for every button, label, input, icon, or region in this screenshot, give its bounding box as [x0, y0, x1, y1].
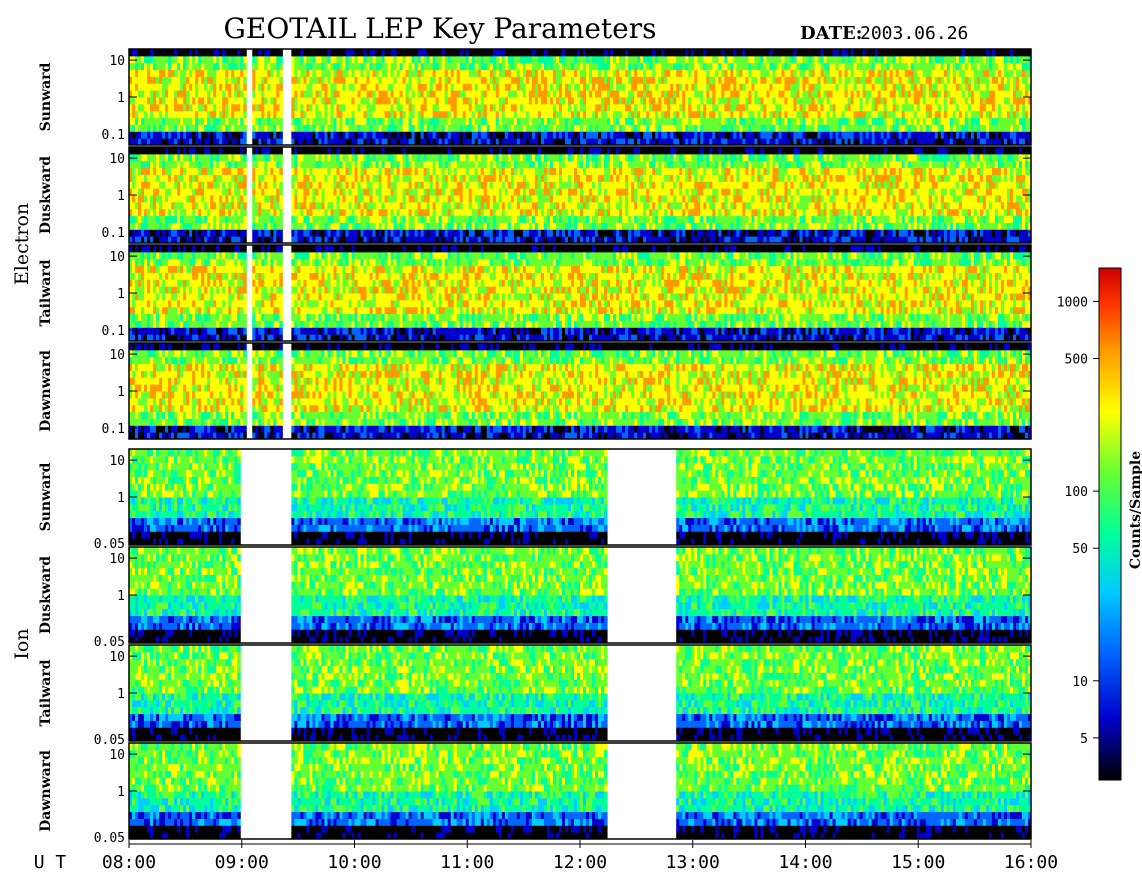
y-tick-label: 1: [117, 491, 125, 506]
panel-label: Duskward: [38, 556, 54, 634]
spectrogram: [129, 147, 1032, 244]
colorbar-tick-label: 100: [1065, 485, 1088, 500]
panel-label: Tailward: [38, 259, 54, 326]
colorbar-tick-label: 50: [1072, 542, 1088, 557]
colorbar-tick-label: 1000: [1057, 295, 1088, 310]
spectrogram: [129, 343, 1032, 440]
spectrogram: [129, 645, 1032, 742]
chart-title: GEOTAIL LEP Key Parameters: [224, 12, 657, 45]
y-tick-label: 1: [117, 687, 125, 702]
date-label: DATE:: [800, 23, 862, 44]
x-tick-label: 12:00: [553, 852, 607, 873]
y-tick-label: 0.05: [94, 733, 125, 748]
colorbar-tick-label: 5: [1080, 732, 1088, 747]
panel-electron-duskward: Duskward 10 1 0.1: [38, 146, 1032, 244]
y-tick-label: 10: [109, 650, 125, 665]
spectrogram: [129, 547, 1032, 644]
spectrogram: [129, 245, 1032, 342]
y-tick-label: 0.05: [94, 635, 125, 650]
colorbar-gradient: [1098, 267, 1122, 781]
group-label-electron: Electron: [11, 203, 33, 285]
x-tick-label: 10:00: [327, 852, 381, 873]
x-tick-label: 11:00: [440, 852, 494, 873]
x-tick-label: 14:00: [778, 852, 832, 873]
y-tick-label: 10: [109, 454, 125, 469]
panel-electron-dawnward: Dawnward 10 1 0.1: [38, 342, 1032, 440]
y-tick-label: 0.1: [102, 324, 125, 339]
panel-electron-tailward: Tailward 10 1 0.1: [38, 244, 1032, 342]
panel-label: Dawnward: [38, 350, 54, 432]
y-tick-label: 0.1: [102, 422, 125, 437]
x-axis-label: U T: [34, 852, 67, 873]
x-tick-label: 16:00: [1004, 852, 1058, 873]
x-tick-label: 15:00: [891, 852, 945, 873]
y-tick-label: 10: [109, 552, 125, 567]
colorbar-tick-label: 500: [1065, 353, 1088, 368]
x-axis: 08:00 09:00 10:00 11:00 12:00 13:00 14:00 15:00…: [102, 840, 1058, 873]
x-tick-label: 09:00: [215, 852, 269, 873]
y-tick-label: 10: [109, 748, 125, 763]
y-tick-label: 1: [117, 189, 125, 204]
panel-label: Sunward: [38, 462, 54, 531]
panel-ion-tailward: Tailward 10 1 0.05: [38, 644, 1032, 748]
y-tick-label: 0.1: [102, 128, 125, 143]
spectrogram: [129, 449, 1032, 546]
y-tick-label: 10: [109, 250, 125, 265]
spectrogram: [129, 743, 1032, 840]
y-tick-label: 10: [109, 152, 125, 167]
y-tick-label: 10: [109, 348, 125, 363]
y-tick-label: 1: [117, 287, 125, 302]
panel-label: Tailward: [38, 659, 54, 726]
y-tick-label: 1: [117, 91, 125, 106]
panel-label: Duskward: [38, 156, 54, 234]
y-tick-label: 1: [117, 589, 125, 604]
panels: Sunward 10 1 0.1 Duskward 10 1 0.1 Tailward 10 1 0.…: [38, 48, 1032, 846]
panel-ion-dawnward: Dawnward 10 1 0.05: [38, 742, 1032, 846]
colorbar-label: Counts/Sample: [1128, 451, 1142, 569]
panel-ion-duskward: Duskward 10 1 0.05: [38, 546, 1032, 650]
y-tick-label: 0.05: [94, 831, 125, 846]
spectrogram: [129, 49, 1032, 146]
colorbar: 5 10 50 100 500 1000 Counts/Sample: [1057, 267, 1142, 781]
x-tick-label: 13:00: [666, 852, 720, 873]
panel-electron-sunward: Sunward 10 1 0.1: [38, 48, 1032, 146]
y-tick-label: 1: [117, 385, 125, 400]
group-label-ion: Ion: [11, 628, 33, 659]
x-tick-label: 08:00: [102, 852, 156, 873]
panel-label: Dawnward: [38, 750, 54, 832]
panel-ion-sunward: Sunward 10 1 0.05: [38, 448, 1032, 552]
y-tick-label: 1: [117, 785, 125, 800]
y-tick-label: 0.1: [102, 226, 125, 241]
colorbar-ticks: 5 10 50 100 500 1000: [1057, 295, 1099, 747]
y-tick-label: 0.05: [94, 537, 125, 552]
panel-label: Sunward: [38, 62, 54, 131]
group-labels: Electron Ion: [11, 203, 33, 660]
date-value: 2003.06.26: [860, 23, 968, 44]
colorbar-tick-label: 10: [1072, 675, 1088, 690]
y-tick-label: 10: [109, 54, 125, 69]
